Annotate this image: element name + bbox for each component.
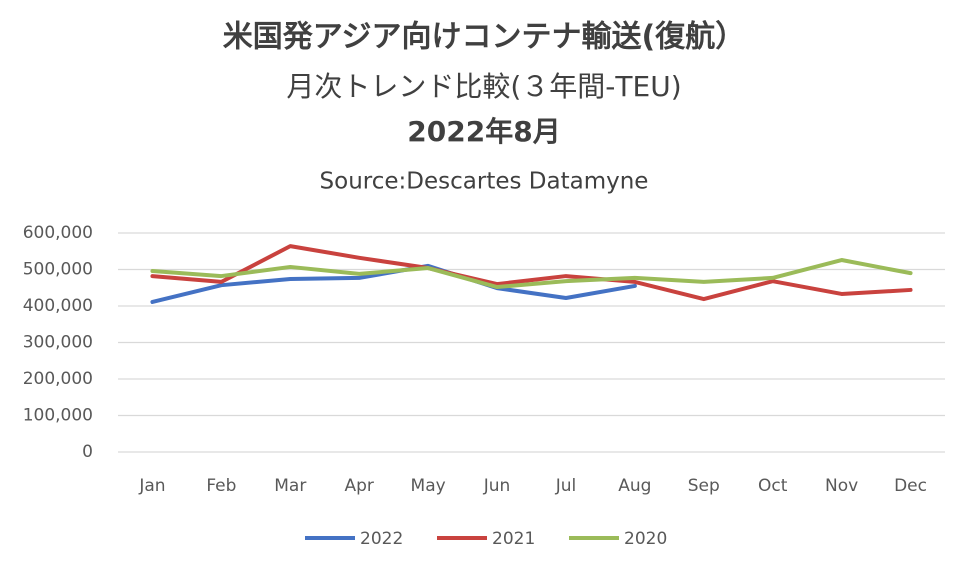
y-tick-label: 100,000 <box>23 406 93 426</box>
x-tick-label: Jul <box>555 476 577 496</box>
x-tick-label: Aug <box>618 476 651 496</box>
x-tick-label: Jun <box>483 476 511 496</box>
legend-label: 2020 <box>624 529 667 549</box>
y-tick-label: 500,000 <box>23 260 93 280</box>
chart-subtitle: Source:Descartes Datamyne <box>320 169 649 195</box>
series-line <box>150 244 913 302</box>
chart-title: 月次トレンド比較(３年間-TEU) <box>286 70 681 103</box>
x-tick-label: May <box>411 476 446 496</box>
x-tick-label: Jan <box>138 476 165 496</box>
legend-label: 2021 <box>492 529 535 549</box>
y-tick-label: 200,000 <box>23 369 93 389</box>
x-tick-label: Apr <box>344 476 373 496</box>
y-tick-label: 300,000 <box>23 333 93 353</box>
chart-title: 米国発アジア向けコンテナ輸送(復航） <box>223 20 746 55</box>
x-tick-label: Dec <box>894 476 927 496</box>
series-line <box>150 258 913 290</box>
chart-title: 2022年8月 <box>407 115 560 148</box>
y-tick-label: 0 <box>82 442 93 462</box>
legend-label: 2022 <box>360 529 403 549</box>
x-tick-label: Oct <box>758 476 788 496</box>
x-tick-label: Mar <box>274 476 306 496</box>
x-tick-label: Feb <box>206 476 236 496</box>
x-tick-label: Nov <box>825 476 858 496</box>
x-tick-label: Sep <box>688 476 720 496</box>
y-tick-label: 600,000 <box>23 223 93 243</box>
y-tick-label: 400,000 <box>23 296 93 316</box>
